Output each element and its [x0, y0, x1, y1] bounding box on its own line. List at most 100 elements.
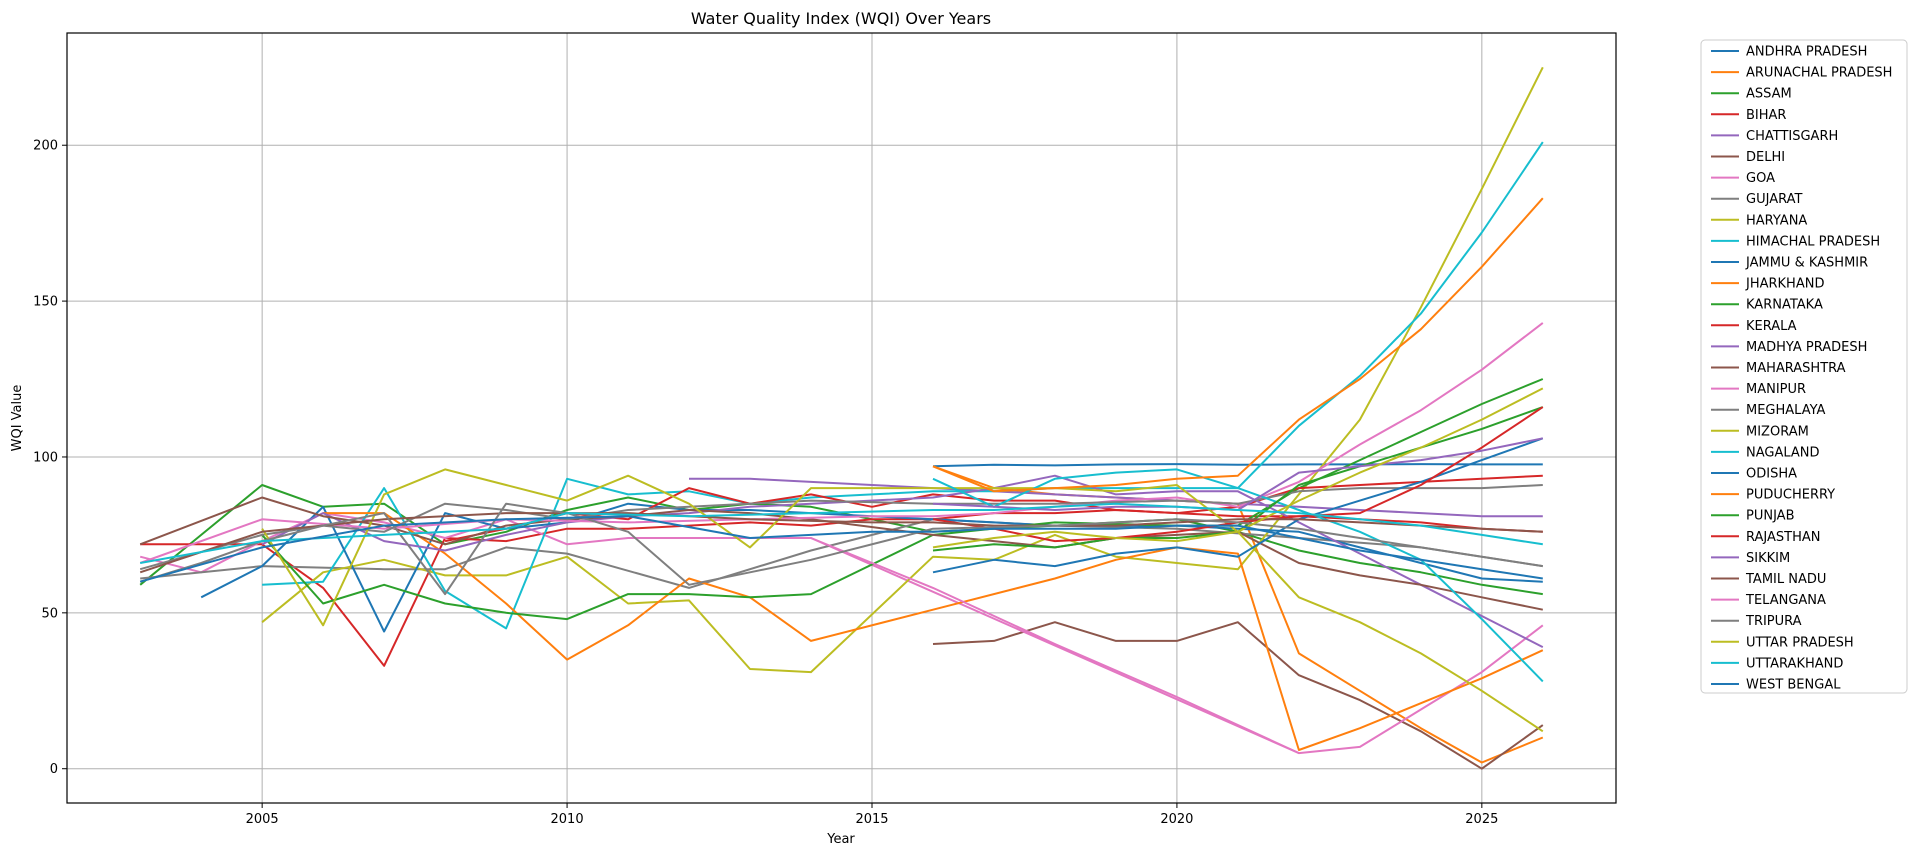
- legend-label: TAMIL NADU: [1745, 572, 1826, 587]
- legend-item: PUDUCHERRY: [1711, 488, 1835, 503]
- legend-label: MEGHALAYA: [1746, 403, 1826, 418]
- legend-label: PUDUCHERRY: [1746, 488, 1835, 503]
- y-tick-label: 100: [33, 450, 58, 465]
- legend-item: UTTARAKHAND: [1711, 656, 1843, 671]
- legend-label: UTTARAKHAND: [1746, 656, 1843, 671]
- legend-label: TELANGANA: [1745, 593, 1826, 608]
- legend-item: GOA: [1711, 171, 1775, 186]
- plot-frame: [66, 32, 1617, 804]
- legend-items: ANDHRA PRADESH ARUNACHAL PRADESH ASSAM BIHA…: [1711, 45, 1892, 693]
- legend-item: JAMMU & KASHMIR: [1711, 256, 1868, 271]
- legend-item: GUJARAT: [1711, 192, 1802, 207]
- series-line-uttar-pradesh: [932, 387, 1544, 549]
- legend-label: ARUNACHAL PRADESH: [1746, 66, 1892, 81]
- series-line-madhya-pradesh: [261, 474, 1544, 648]
- series-line-mizoram: [261, 468, 1544, 733]
- series-line-uttarakhand: [140, 502, 1543, 564]
- series-line-gujarat: [140, 518, 1543, 589]
- x-tick-label: 2020: [1160, 812, 1193, 827]
- legend-label: JHARKHAND: [1745, 277, 1824, 292]
- legend-item: DELHI: [1711, 150, 1785, 165]
- legend-item: MANIPUR: [1711, 382, 1806, 397]
- legend-label: ASSAM: [1746, 87, 1792, 102]
- series-line-telangana: [810, 537, 1300, 755]
- legend-item: MEGHALAYA: [1711, 403, 1826, 418]
- legend-label: HIMACHAL PRADESH: [1746, 234, 1880, 249]
- legend-label: SIKKIM: [1746, 551, 1790, 566]
- legend-label: MANIPUR: [1746, 382, 1806, 397]
- legend-item: CHATTISGARH: [1711, 129, 1838, 144]
- legend-label: JAMMU & KASHMIR: [1745, 256, 1868, 271]
- legend-label: MIZORAM: [1746, 424, 1809, 439]
- legend-item: PUNJAB: [1711, 509, 1795, 524]
- legend-label: UTTAR PRADESH: [1746, 635, 1854, 650]
- series-line-tripura: [139, 502, 1543, 596]
- legend-label: KARNATAKA: [1746, 298, 1823, 313]
- grid: [67, 33, 1616, 803]
- legend-label: RAJASTHAN: [1746, 530, 1820, 545]
- legend-item: UTTAR PRADESH: [1711, 635, 1854, 650]
- legend-item: NAGALAND: [1711, 445, 1820, 460]
- legend-item: TAMIL NADU: [1711, 572, 1826, 587]
- legend-item: ANDHRA PRADESH: [1711, 45, 1867, 60]
- legend-item: TRIPURA: [1711, 614, 1802, 629]
- legend-label: DELHI: [1746, 150, 1785, 165]
- legend-item: ASSAM: [1711, 87, 1792, 102]
- legend-item: KERALA: [1711, 319, 1797, 334]
- series-line-meghalaya: [139, 484, 1543, 571]
- legend: ANDHRA PRADESH ARUNACHAL PRADESH ASSAM BIHA…: [1700, 39, 1908, 694]
- legend-item: SIKKIM: [1711, 551, 1790, 566]
- legend-label: NAGALAND: [1746, 445, 1820, 460]
- legend-item: ARUNACHAL PRADESH: [1711, 66, 1892, 81]
- x-tick-label: 2015: [855, 812, 888, 827]
- series-line-nagaland: [932, 468, 1544, 683]
- legend-item: HIMACHAL PRADESH: [1711, 234, 1880, 249]
- legend-label: TRIPURA: [1745, 614, 1802, 629]
- series-line-odisha: [932, 437, 1544, 574]
- y-tick-label: 200: [33, 139, 58, 154]
- legend-item: MIZORAM: [1711, 424, 1809, 439]
- series-line-haryana: [261, 66, 1544, 674]
- legend-item: MADHYA PRADESH: [1711, 340, 1867, 355]
- series-line-west-bengal: [139, 515, 1543, 583]
- x-axis-label: Year: [826, 832, 855, 847]
- legend-label: WEST BENGAL: [1746, 678, 1841, 693]
- legend-item: WEST BENGAL: [1711, 678, 1841, 693]
- series-line-chattisgarh: [689, 477, 1543, 518]
- series-line-jharkhand: [323, 512, 1544, 751]
- legend-item: TELANGANA: [1711, 593, 1826, 608]
- series-layer: [139, 66, 1544, 770]
- legend-label: BIHAR: [1746, 108, 1786, 123]
- series-line-himachal-pradesh: [262, 141, 1544, 630]
- y-tick-label: 0: [50, 762, 58, 777]
- y-tick-label: 50: [41, 606, 58, 621]
- legend-frame: [1700, 39, 1908, 694]
- x-tick-label: 2010: [551, 812, 584, 827]
- legend-label: GOA: [1746, 171, 1775, 186]
- series-line-kerala: [444, 474, 1543, 543]
- series-line-karnataka: [261, 378, 1544, 621]
- legend-label: GUJARAT: [1746, 192, 1802, 207]
- y-tick-label: 150: [33, 295, 58, 310]
- legend-label: PUNJAB: [1746, 509, 1795, 524]
- axes: 2005 2010 2015 2020 2025 0 50 100 150 200: [33, 139, 1498, 827]
- chart-title: Water Quality Index (WQI) Over Years: [691, 9, 991, 28]
- series-line-andhra-pradesh: [932, 463, 1543, 468]
- y-axis-label: WQI Value: [10, 385, 25, 452]
- legend-label: HARYANA: [1746, 213, 1807, 228]
- legend-item: BIHAR: [1711, 108, 1786, 123]
- legend-label: KERALA: [1746, 319, 1797, 334]
- x-tick-label: 2005: [246, 812, 279, 827]
- legend-label: ODISHA: [1746, 467, 1797, 482]
- series-line-puducherry: [932, 197, 1544, 493]
- legend-label: ANDHRA PRADESH: [1746, 45, 1867, 60]
- legend-item: ODISHA: [1711, 467, 1797, 482]
- legend-label: CHATTISGARH: [1746, 129, 1838, 144]
- legend-item: HARYANA: [1711, 213, 1807, 228]
- legend-item: KARNATAKA: [1711, 298, 1823, 313]
- series-line-delhi: [932, 621, 1544, 770]
- legend-label: MAHARASHTRA: [1746, 361, 1846, 376]
- legend-label: MADHYA PRADESH: [1746, 340, 1867, 355]
